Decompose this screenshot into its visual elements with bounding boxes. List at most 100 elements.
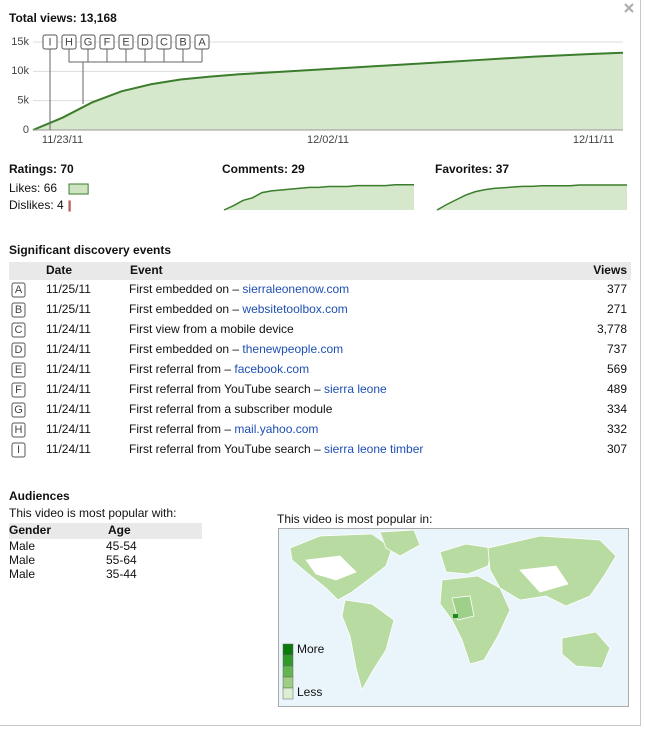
event-letter-box (11, 282, 26, 298)
event-views: 489 (607, 382, 627, 396)
views-line (32, 51, 624, 131)
event-views: 271 (607, 302, 627, 316)
text-line: First referral from a subscriber module (129, 402, 333, 416)
map-title: This video is most popular in: (277, 512, 432, 526)
comments-total: 29 (291, 162, 305, 176)
close-button[interactable] (624, 3, 634, 13)
flag-letter: C (160, 36, 168, 48)
ratings-total: 70 (60, 162, 74, 176)
event-text: First view from a mobile device (129, 322, 294, 336)
flag-letter: A (198, 36, 206, 48)
flag-box[interactable] (175, 34, 191, 50)
column-header: Views (593, 263, 627, 277)
event-letter-box (11, 342, 26, 358)
audience-age: 35-44 (106, 567, 137, 581)
flag-box[interactable] (80, 34, 96, 50)
event-letter-box (11, 302, 26, 318)
likes-label: Likes: (9, 181, 40, 195)
audience-gender: Male (9, 553, 35, 567)
text-line: First embedded on – sierraleonenow.com (129, 282, 349, 296)
event-letter: I (17, 444, 20, 456)
event-letter-box (11, 422, 26, 438)
flag-letter: B (179, 36, 186, 48)
event-views: 377 (607, 282, 627, 296)
event-letter-box (11, 442, 26, 458)
text-line: First embedded on – thenewpeople.com (129, 342, 343, 356)
table-header (9, 262, 631, 280)
dislikes-value: 4 (57, 198, 64, 212)
flag-box[interactable] (42, 34, 58, 50)
event-link[interactable]: sierra leone (324, 382, 387, 396)
x-tick-label: 11/23/11 (42, 134, 83, 146)
text-line: Ratings: 70 (9, 162, 74, 176)
table-header (9, 523, 202, 539)
text-line: First referral from – facebook.com (129, 362, 309, 376)
x-tick-label: 12/11/11 (573, 134, 614, 146)
text-line: First embedded on – websitetoolbox.com (129, 302, 348, 316)
event-link[interactable]: websitetoolbox.com (241, 302, 347, 316)
event-text: First embedded on – (129, 302, 239, 316)
section-title: Audiences (9, 489, 70, 503)
event-date: 11/25/11 (46, 302, 91, 316)
event-link[interactable]: sierraleonenow.com (242, 282, 349, 296)
views-area (33, 52, 623, 130)
event-letter: C (15, 324, 23, 336)
event-letter-box (11, 362, 26, 378)
event-letter: H (15, 424, 23, 436)
event-link[interactable]: facebook.com (234, 362, 309, 376)
event-letter-box (11, 322, 26, 338)
audience-age: 45-54 (106, 539, 137, 553)
flag-letter: G (84, 36, 93, 48)
event-date: 11/25/11 (46, 282, 91, 296)
event-letter: G (14, 404, 23, 416)
sparkline-area (437, 185, 627, 210)
world-map (289, 529, 617, 692)
section-title: Significant discovery events (9, 243, 171, 257)
event-link[interactable]: thenewpeople.com (242, 342, 343, 356)
event-text: First referral from a subscriber module (129, 402, 333, 416)
event-link[interactable]: mail.yahoo.com (234, 422, 318, 436)
y-tick-label: 15k (11, 36, 29, 48)
event-views: 334 (607, 402, 627, 416)
favorites-label: Favorites: (435, 162, 492, 176)
flag-box[interactable] (137, 34, 153, 50)
sparkline (436, 184, 627, 211)
text-line: First referral from YouTube search – sie… (129, 442, 423, 456)
flag-box[interactable] (156, 34, 172, 50)
text-line: First referral from – mail.yahoo.com (129, 422, 318, 436)
column-header: Gender (9, 523, 51, 537)
flag-box[interactable] (194, 34, 210, 50)
text-line: First view from a mobile device (129, 322, 294, 336)
chart-title: Total views: 13,168 (9, 11, 117, 25)
dislikes-label: Dislikes: (9, 198, 54, 212)
text-line: Comments: 29 (222, 162, 305, 176)
flag-letter: H (65, 36, 73, 48)
event-link[interactable]: sierra leone timber (324, 442, 423, 456)
event-text: First referral from – (129, 362, 231, 376)
text-line: Favorites: 37 (435, 162, 509, 176)
flag-box[interactable] (118, 34, 134, 50)
event-views: 3,778 (597, 322, 627, 336)
flag-box[interactable] (99, 34, 115, 50)
event-views: 307 (607, 442, 627, 456)
flag-letter: I (48, 36, 51, 48)
event-letter: F (15, 384, 22, 396)
x-tick-label: 12/02/11 (307, 134, 349, 146)
event-text: First embedded on – (129, 282, 239, 296)
event-letter: B (15, 304, 22, 316)
dislikes-bar (68, 200, 71, 212)
event-letter: E (15, 364, 22, 376)
likes-value: 66 (44, 181, 58, 195)
favorites-total: 37 (496, 162, 510, 176)
flag-letter: E (122, 36, 129, 48)
event-text: First embedded on – (129, 342, 239, 356)
audience-age: 55-64 (106, 553, 137, 567)
flag-letter: F (104, 36, 111, 48)
text-line: Likes: 66 (9, 181, 57, 195)
legend-high: More (297, 642, 325, 656)
flag-box[interactable] (61, 34, 77, 50)
event-letter: A (15, 284, 23, 296)
ratings-label: Ratings: (9, 162, 57, 176)
top-country (453, 614, 458, 618)
